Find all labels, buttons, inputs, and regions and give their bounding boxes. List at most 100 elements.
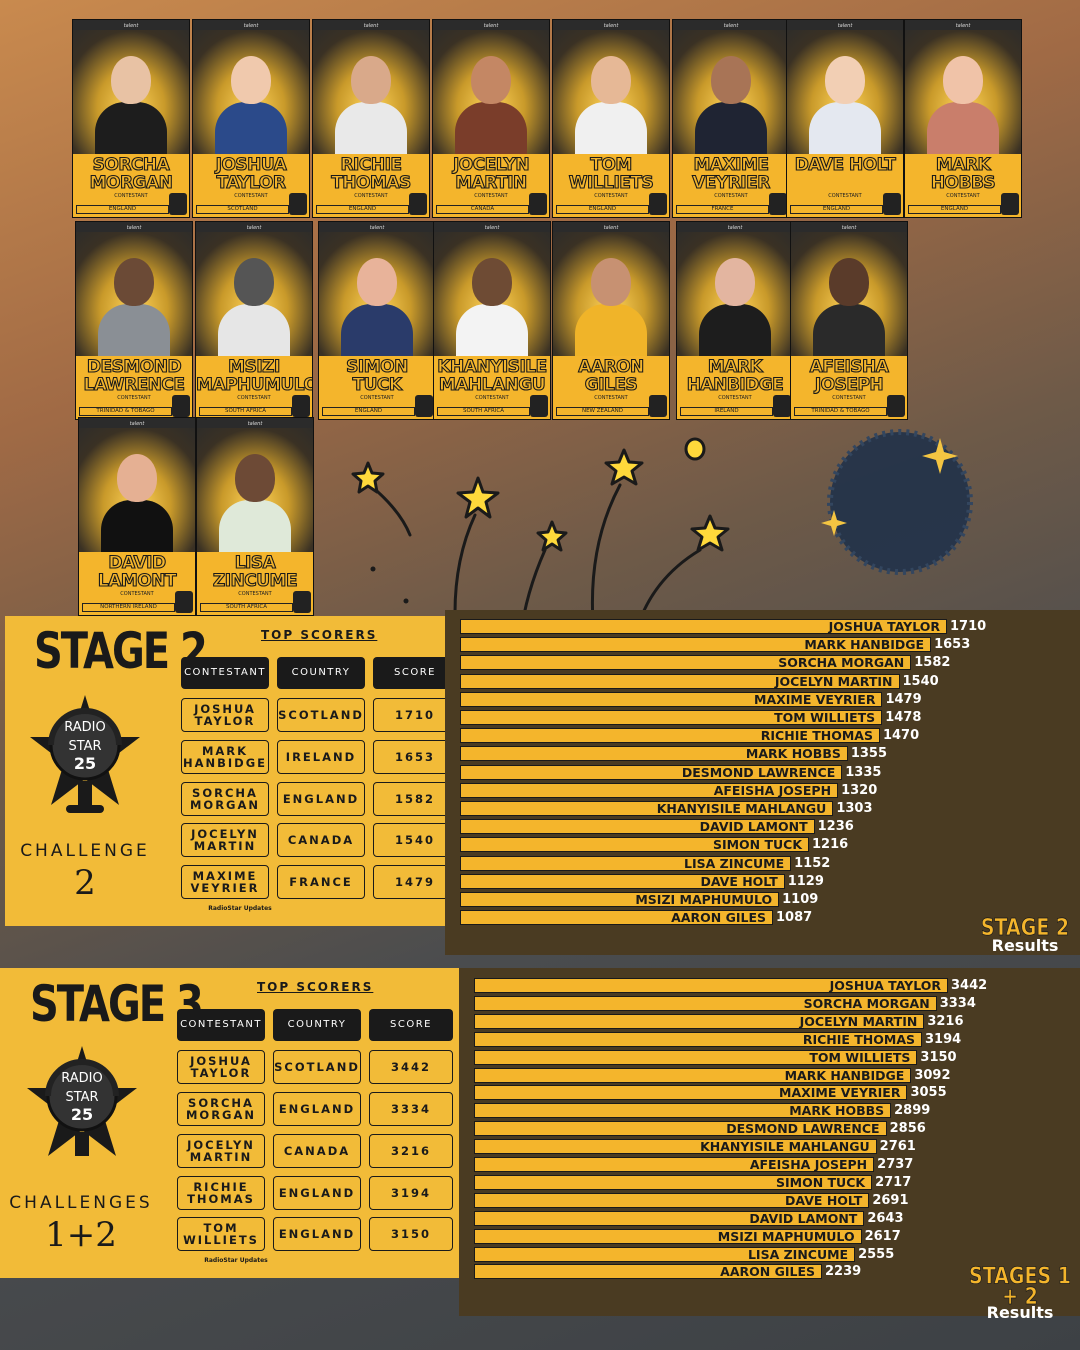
- star-icon: [604, 448, 644, 486]
- chart-bar: DAVE HOLT: [460, 873, 785, 889]
- radio-star-badge-icon: [289, 193, 307, 215]
- contestant-role: CONTESTANT: [594, 395, 628, 401]
- brand-label: talent: [955, 23, 971, 29]
- stage3-top-scorers: TOP SCORERS: [257, 980, 374, 994]
- bar-value: 1236: [817, 819, 854, 835]
- table-cell-country: CANADA: [273, 1134, 361, 1168]
- brand-label: talent: [723, 23, 739, 29]
- contestant-photo: [813, 246, 885, 366]
- stage2-challenge-label: CHALLENGE: [20, 841, 150, 861]
- contestant-country: SOUTH AFRICA: [199, 407, 292, 416]
- bar-value: 3334: [939, 995, 976, 1011]
- bar-label: MAXIME VEYRIER: [754, 691, 876, 707]
- bar-value: 2737: [877, 1157, 914, 1172]
- contestant-country: NEW ZEALAND: [556, 407, 649, 416]
- stage3-challenge-label: CHALLENGES: [9, 1193, 153, 1213]
- bar-value: 2555: [858, 1246, 895, 1262]
- contestant-card: talent DAVE HOLT CONTESTANT ENGLAND: [787, 20, 903, 217]
- contestant-card: talent MAXIME VEYRIER CONTESTANT FRANCE: [673, 20, 789, 217]
- bar-value: 1152: [794, 855, 831, 871]
- chart-bar: AFEISHA JOSEPH: [460, 782, 839, 798]
- brand-label: talent: [363, 23, 379, 29]
- bar-label: SIMON TUCK: [712, 837, 803, 853]
- chart-bar: DESMOND LAWRENCE: [460, 764, 843, 780]
- contestant-country: ENGLAND: [316, 205, 409, 214]
- contestant-role: CONTESTANT: [117, 395, 151, 401]
- bar-value: 1478: [885, 710, 922, 725]
- contestant-role: CONTESTANT: [828, 193, 862, 199]
- bar-value: 2856: [889, 1121, 926, 1137]
- chart-bar: MARK HOBBS: [460, 746, 848, 762]
- bar-value: 2899: [894, 1103, 931, 1119]
- stage2-results-label: STAGE 2 Results: [975, 916, 1075, 955]
- bar-label: KHANYISILE MAHLANGU: [700, 1139, 870, 1155]
- bar-value: 1087: [776, 910, 813, 926]
- stage2-results-sub: Results: [991, 936, 1059, 955]
- bar-label: JOSHUA TAYLOR: [829, 978, 941, 993]
- chart-bar: JOCELYN MARTIN: [460, 673, 900, 689]
- chart-bar: SIMON TUCK: [460, 837, 810, 853]
- table-cell-name: MAXIME VEYRIER: [181, 865, 269, 899]
- contestant-photo: [335, 44, 407, 164]
- contestant-photo: [341, 246, 413, 366]
- stage2-updates: RadioStar Updates: [208, 905, 272, 912]
- contestant-card: talent DAVID LAMONT CONTESTANT NORTHERN IRE…: [79, 418, 195, 615]
- bar-value: 3055: [910, 1085, 947, 1101]
- contestant-name: MARK HANBIDGE: [686, 357, 784, 395]
- contestant-photo: [98, 246, 170, 366]
- stage3-results-label: STAGES 1 + 2 Results: [960, 1264, 1080, 1321]
- table-cell-name: JOSHUA TAYLOR: [177, 1050, 265, 1084]
- bar-label: TOM WILLIETS: [774, 710, 876, 725]
- table-cell-score: 3216: [369, 1134, 453, 1168]
- chart-bar: DAVE HOLT: [474, 1192, 870, 1208]
- contestant-country: CANADA: [436, 205, 529, 214]
- bar-label: MSIZI MAPHUMULO: [635, 892, 773, 907]
- brand-label: talent: [603, 23, 619, 29]
- table-header: SCORE: [369, 1009, 453, 1041]
- contestant-role: CONTESTANT: [474, 193, 508, 199]
- bar-value: 1653: [934, 637, 971, 653]
- chart-bar: KHANYISILE MAHLANGU: [474, 1139, 877, 1155]
- radio-star-badge-icon: [1001, 193, 1019, 215]
- chart-bar: MAXIME VEYRIER: [460, 691, 883, 707]
- contestant-name: AARON GILES: [578, 357, 645, 395]
- contestant-country: ENGLAND: [790, 205, 883, 214]
- table-header: COUNTRY: [273, 1009, 361, 1041]
- contestant-name: DESMOND LAWRENCE: [83, 357, 186, 395]
- contestant-photo: [455, 44, 527, 164]
- contestant-name: LISA ZINCUME: [212, 553, 298, 591]
- radio-star-badge-icon: [169, 193, 187, 215]
- decorative-stars: [351, 437, 730, 672]
- contestant-role: CONTESTANT: [714, 193, 748, 199]
- bar-value: 2617: [864, 1228, 901, 1244]
- contestant-photo: [215, 44, 287, 164]
- chart-bar: MAXIME VEYRIER: [474, 1085, 908, 1101]
- radio-star-badge-icon: [529, 193, 547, 215]
- contestant-card: talent AFEISHA JOSEPH CONTESTANT TRINIDAD &…: [791, 222, 907, 419]
- chart-bar: JOCELYN MARTIN: [474, 1013, 925, 1029]
- contestant-name: JOSHUA TAYLOR: [215, 155, 287, 193]
- bar-value: 3442: [951, 978, 988, 993]
- contestant-country: ENGLAND: [322, 407, 415, 416]
- contestant-card: talent MARK HOBBS CONTESTANT ENGLAND: [905, 20, 1021, 217]
- bar-value: 1335: [845, 764, 882, 780]
- stage3-updates: RadioStar Updates: [204, 1257, 268, 1264]
- contestant-name: KHANYISILE MAHLANGU: [437, 357, 548, 395]
- contestant-card: talent TOM WILLIETS CONTESTANT ENGLAND: [553, 20, 669, 217]
- radio-star-logo: RADIO STAR 25: [30, 685, 140, 815]
- table-cell-name: JOCELYN MARTIN: [181, 823, 269, 857]
- logo-line3: 25: [74, 754, 96, 773]
- radio-star-badge-icon: [530, 395, 548, 417]
- contestant-name: DAVID LAMONT: [97, 553, 177, 591]
- bar-label: LISA ZINCUME: [684, 855, 785, 871]
- radio-star-badge-icon: [175, 591, 193, 613]
- contestant-country: FRANCE: [676, 205, 769, 214]
- contestant-card: talent JOCELYN MARTIN CONTESTANT CANADA: [433, 20, 549, 217]
- table-cell-name: RICHIE THOMAS: [177, 1176, 265, 1210]
- table-cell-country: SCOTLAND: [277, 698, 365, 732]
- chart-bar: MSIZI MAPHUMULO: [460, 892, 780, 907]
- contestant-role: CONTESTANT: [360, 395, 394, 401]
- brand-label: talent: [369, 225, 385, 231]
- bar-label: DESMOND LAWRENCE: [681, 764, 836, 780]
- contestant-card: talent LISA ZINCUME CONTESTANT SOUTH AFRICA: [197, 418, 313, 615]
